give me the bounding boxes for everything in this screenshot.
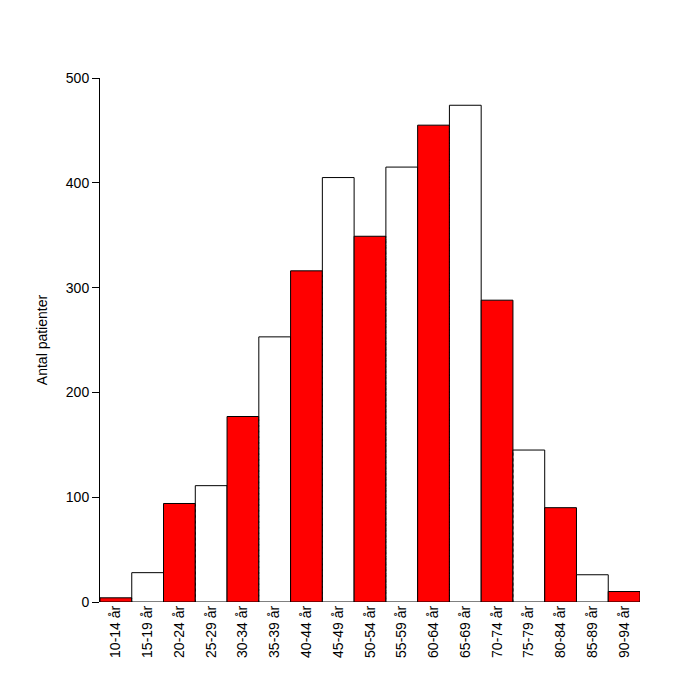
svg-text:75-79 år: 75-79 år (520, 605, 536, 657)
svg-text:500: 500 (66, 70, 90, 86)
svg-text:0: 0 (81, 594, 89, 610)
svg-text:60-64 år: 60-64 år (425, 605, 441, 657)
svg-text:90-94 år: 90-94 år (616, 605, 632, 657)
svg-text:80-84 år: 80-84 år (552, 605, 568, 657)
svg-text:300: 300 (66, 280, 90, 296)
svg-text:100: 100 (66, 489, 90, 505)
svg-text:65-69 år: 65-69 år (457, 605, 473, 657)
svg-text:200: 200 (66, 384, 90, 400)
svg-text:10-14 år: 10-14 år (107, 605, 123, 657)
svg-text:Antal patienter: Antal patienter (34, 295, 50, 386)
svg-text:15-19 år: 15-19 år (139, 605, 155, 657)
svg-text:35-39 år: 35-39 år (266, 605, 282, 657)
svg-text:70-74 år: 70-74 år (489, 605, 505, 657)
svg-text:85-89 år: 85-89 år (584, 605, 600, 657)
svg-text:25-29 år: 25-29 år (203, 605, 219, 657)
svg-text:50-54 år: 50-54 år (362, 605, 378, 657)
svg-text:40-44 år: 40-44 år (298, 605, 314, 657)
svg-text:400: 400 (66, 175, 90, 191)
svg-text:55-59 år: 55-59 år (393, 605, 409, 657)
svg-text:30-34 år: 30-34 år (234, 605, 250, 657)
svg-text:45-49 år: 45-49 år (330, 605, 346, 657)
svg-text:20-24 år: 20-24 år (171, 605, 187, 657)
